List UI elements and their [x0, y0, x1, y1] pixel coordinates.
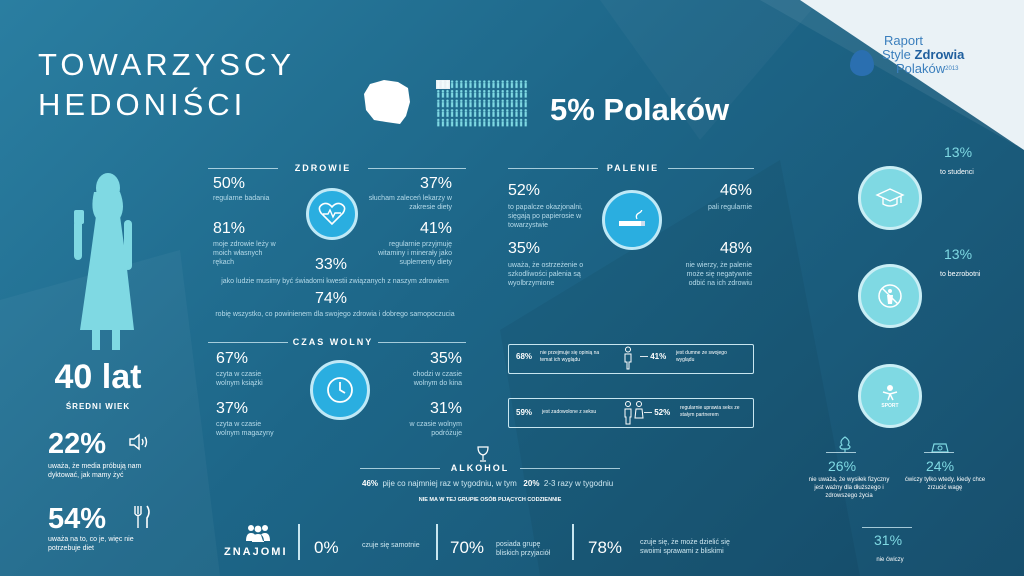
znajomi-c-text: czuje się, że może dzielić się swoimi sp…: [640, 539, 730, 555]
zdrowie-d-pct: 41%: [419, 220, 452, 237]
look-a-pct: 68%: [516, 352, 533, 361]
w3-pct: 31%: [874, 532, 903, 548]
czas-a-pct: 67%: [216, 350, 249, 367]
znajomi-c-pct: 78%: [588, 538, 623, 557]
czas-d-text: w czasie wolnym podróżuje: [409, 421, 462, 437]
zdrowie-a-text: regularne badania: [213, 195, 270, 202]
zdrowie-e-text: jako ludzie musimy być świadomi kwestii …: [221, 278, 449, 285]
zdrowie-a-pct: 50%: [213, 175, 246, 192]
poland-map-icon: [364, 80, 410, 124]
divider: [572, 524, 574, 560]
sex-box: [508, 398, 754, 428]
bezrobotni-text: to bezrobotni: [940, 271, 981, 278]
znajomi-a-pct: 0%: [314, 538, 339, 557]
share-text: 5% Polaków: [550, 92, 730, 127]
sport-label: SPORT: [881, 403, 899, 409]
czas-b-text: chodzi w czasie wolnym do kina: [412, 371, 462, 387]
palenie-d-text: nie wierzy, że palenie może się negatywn…: [685, 262, 752, 287]
czas-c-pct: 37%: [216, 400, 249, 417]
studenci-pct: 13%: [944, 144, 973, 160]
studenci-text: to studenci: [940, 169, 974, 176]
zdrowie-header: ZDROWIE: [294, 163, 352, 173]
person-icon: [624, 346, 632, 370]
cigarette-icon: [602, 190, 662, 250]
palenie-a-pct: 52%: [508, 182, 541, 199]
zdrowie-c-pct: 81%: [213, 220, 246, 237]
palenie-b-text: pali regularnie: [708, 204, 752, 211]
page-title: TOWARZYSCY HEDONIŚCI: [38, 47, 296, 122]
brand-corner: [800, 0, 1024, 150]
w1-text: nie uważa, że wysiłek fizyczny jest ważn…: [808, 477, 890, 499]
heart-icon: [306, 188, 358, 240]
palenie-header: PALENIE: [606, 163, 660, 173]
look-b-pct: 41%: [650, 352, 667, 361]
graduation-cap-icon: [858, 166, 922, 230]
zdrowie-b-text: słucham zaleceń lekarzy w zakresie diety: [368, 195, 452, 211]
sex-a-pct: 59%: [516, 408, 533, 417]
speaker-icon: [129, 433, 148, 451]
media-text: uważa, że media próbują nam dyktować, ja…: [48, 463, 142, 479]
palenie-c-text: uważa, że ostrzeżenie o szkodliwości pal…: [508, 262, 584, 287]
diet-pct: 54%: [48, 503, 107, 535]
look-a-text: nie przejmuje się opinią na temat ich wy…: [540, 350, 600, 363]
w2-pct: 24%: [926, 458, 955, 474]
palenie-a-text: to papalcze okazjonalni, sięgają po papi…: [508, 204, 583, 229]
diet-text: uważa na to, co je, więc nie potrzebuje …: [48, 536, 134, 552]
palenie-d-pct: 48%: [719, 240, 752, 257]
w1-pct: 26%: [828, 458, 857, 474]
zdrowie-f-text: robię wszystko, co powinienem dla swojeg…: [215, 311, 455, 318]
palenie-b-pct: 46%: [719, 182, 752, 199]
sport-icon: SPORT: [858, 364, 922, 428]
w2-text: ćwiczy tylko wtedy, kiedy chce zrzucić w…: [904, 477, 986, 491]
zdrowie-e-pct: 33%: [315, 256, 348, 273]
alkohol-row: 46% pije co najmniej raz w tygodniu, w t…: [362, 479, 614, 488]
wine-glass-icon: [477, 446, 489, 462]
sex-b-pct: 52%: [654, 408, 671, 417]
czas-header: CZAS WOLNY: [292, 337, 374, 347]
zdrowie-f-pct: 74%: [315, 290, 348, 307]
znajomi-a-text: czuje się samotnie: [362, 542, 420, 549]
zdrowie-d-text: regularnie przyjmuję witaminy i minerały…: [378, 241, 452, 266]
couple-icon: [624, 401, 644, 425]
divider: [298, 524, 300, 560]
znajomi-b-text: posiada grupę bliskich przyjaciół: [496, 541, 551, 557]
sex-a-text: jest zadowolone z seksu: [542, 409, 597, 415]
czas-b-pct: 35%: [429, 350, 462, 367]
tree-icon: [839, 436, 851, 452]
look-b-text: jest dumne ze swojego wyglądu: [676, 350, 727, 363]
media-pct: 22%: [48, 428, 107, 460]
bezrobotni-pct: 13%: [944, 246, 973, 262]
w3-text: nie ćwiczy: [876, 557, 904, 563]
znajomi-header: ZNAJOMI: [224, 546, 288, 558]
zdrowie-b-pct: 37%: [419, 175, 452, 192]
group-icon: [246, 525, 270, 542]
people-grid-icon: [436, 80, 528, 128]
czas-d-pct: 31%: [429, 400, 462, 417]
brand-logo: Raport Style Zdrowia Polaków2013: [882, 33, 965, 76]
no-work-icon: [858, 264, 922, 328]
alkohol-header: ALKOHOL: [450, 463, 510, 473]
clock-icon: [310, 360, 370, 420]
sex-b-text: regularnie uprawia seks ze stałym partne…: [680, 405, 740, 418]
znajomi-b-pct: 70%: [450, 538, 485, 557]
woman-silhouette-icon: [74, 173, 134, 350]
alkohol-note: NIE MA W TEJ GRUPIE OSÓB PIJĄCYCH CODZIE…: [418, 497, 562, 503]
palenie-c-pct: 35%: [508, 240, 541, 257]
zdrowie-c-text: moje zdrowie leży w moich własnych rękac…: [213, 241, 276, 266]
czas-c-text: czyta w czasie wolnym magazyny: [216, 421, 274, 437]
look-box: [508, 344, 754, 374]
cutlery-icon: [134, 505, 150, 528]
age-block: 40 lat ŚREDNI WIEK: [54, 358, 142, 411]
logo-drop-icon: [850, 50, 874, 76]
divider: [436, 524, 438, 560]
czas-a-text: czyta w czasie wolnym książki: [216, 371, 263, 387]
